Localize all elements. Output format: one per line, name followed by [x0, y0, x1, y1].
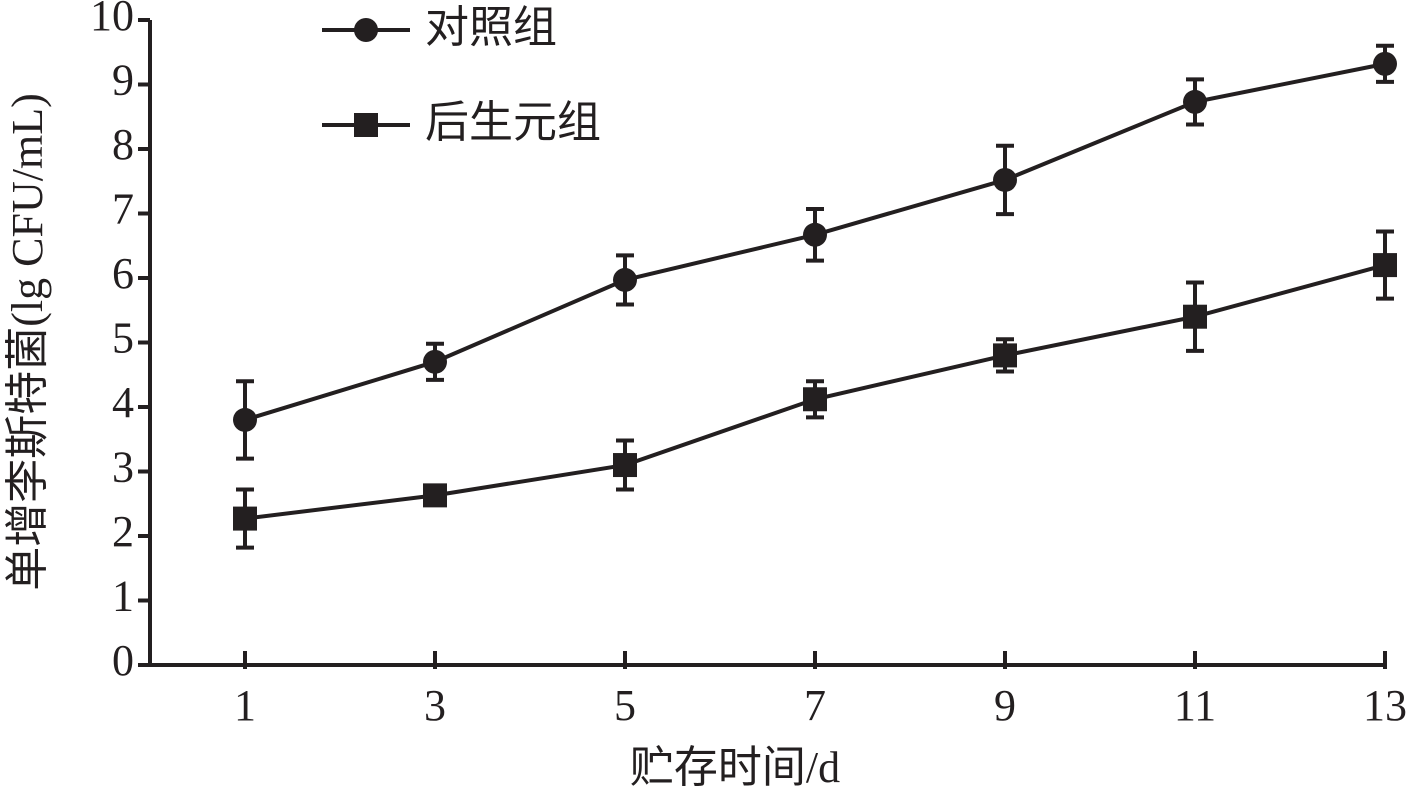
data-point: [613, 453, 637, 478]
data-point: [993, 167, 1017, 192]
data-point: [1373, 253, 1397, 278]
y-tick-label: 2: [112, 507, 134, 556]
data-point: [423, 483, 447, 508]
x-axis-label: 贮存时间/d: [630, 743, 840, 792]
x-tick-label: 3: [424, 681, 446, 730]
y-tick-label: 7: [112, 185, 134, 234]
y-tick-label: 8: [112, 120, 134, 169]
y-tick-label: 5: [112, 314, 134, 363]
legend-marker: [354, 18, 378, 42]
data-point: [803, 387, 827, 412]
legend-label: 后生元组: [425, 98, 601, 147]
y-tick-label: 9: [112, 56, 134, 105]
x-tick-label: 1: [234, 681, 256, 730]
data-point: [993, 343, 1017, 368]
y-tick-label: 1: [112, 572, 134, 621]
data-point: [613, 267, 637, 292]
y-tick-label: 4: [112, 378, 134, 427]
y-tick-label: 10: [90, 0, 134, 40]
y-tick-label: 3: [112, 443, 134, 492]
data-point: [233, 506, 257, 531]
data-point: [1373, 51, 1397, 76]
legend-label: 对照组: [425, 3, 557, 52]
x-tick-label: 7: [804, 681, 826, 730]
legend-marker: [354, 113, 378, 137]
x-tick-label: 5: [614, 681, 636, 730]
y-tick-label: 6: [112, 249, 134, 298]
x-tick-label: 9: [994, 681, 1016, 730]
y-tick-label: 0: [112, 636, 134, 685]
data-point: [423, 349, 447, 374]
data-point: [233, 407, 257, 432]
data-point: [1183, 304, 1207, 329]
x-tick-label: 13: [1363, 681, 1406, 730]
data-point: [1183, 89, 1207, 114]
data-point: [803, 222, 827, 247]
x-tick-label: 11: [1174, 681, 1216, 730]
y-axis-label: 单增李斯特菌(lg CFU/mL): [3, 93, 52, 590]
